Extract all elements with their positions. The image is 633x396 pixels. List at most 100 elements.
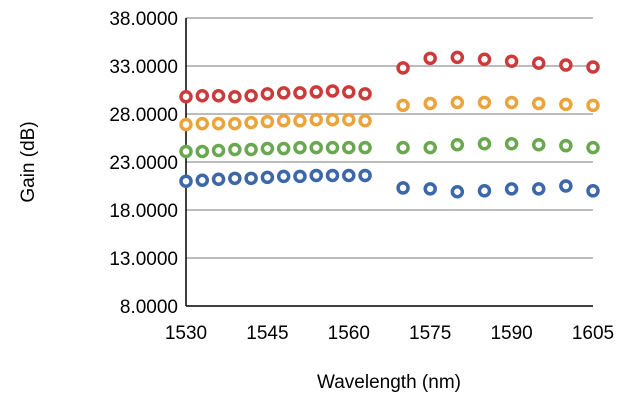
y-tick-label: 13.0000	[109, 249, 178, 270]
data-point	[293, 113, 307, 128]
data-point	[244, 171, 258, 186]
data-point	[211, 172, 226, 187]
data-point	[559, 138, 573, 153]
data-point	[260, 141, 275, 156]
data-point	[504, 182, 519, 196]
data-point	[342, 113, 356, 127]
data-point	[228, 171, 242, 186]
series-4-points	[179, 168, 600, 199]
data-point	[450, 185, 465, 199]
data-point	[531, 56, 546, 70]
data-point	[309, 140, 323, 155]
data-point	[504, 95, 519, 110]
series-3-points	[179, 137, 600, 159]
data-point	[309, 113, 323, 127]
data-point	[325, 140, 340, 155]
x-axis-title: Wavelength (nm)	[317, 372, 461, 393]
data-point	[477, 52, 492, 67]
data-point	[477, 137, 492, 151]
data-point	[260, 170, 275, 185]
x-tick-label: 1545	[246, 323, 288, 344]
data-point	[228, 142, 242, 157]
y-tick-labels: 8.0000 13.0000 18.0000 23.0000 28.0000 33.000…	[109, 9, 178, 318]
x-tick-label: 1575	[409, 323, 451, 344]
data-point	[293, 86, 307, 100]
series-1-points	[179, 50, 600, 104]
x-tick-label: 1605	[572, 323, 614, 344]
data-point	[195, 144, 210, 159]
x-tick-labels: 1530 1545 1560 1575 1590 1605	[165, 323, 614, 344]
data-point	[276, 169, 291, 184]
data-point	[325, 168, 340, 183]
y-tick-label: 28.0000	[109, 105, 178, 126]
data-point	[531, 137, 546, 152]
y-tick-label: 38.0000	[109, 9, 178, 30]
data-point	[423, 96, 437, 111]
data-point	[276, 86, 291, 100]
data-point	[260, 87, 275, 101]
data-point	[477, 184, 492, 198]
data-point	[325, 113, 340, 127]
series-2-points	[179, 95, 600, 132]
data-point	[450, 137, 465, 152]
data-point	[276, 141, 291, 156]
y-tick-label: 23.0000	[109, 153, 178, 174]
data-point	[358, 140, 372, 155]
data-point	[309, 168, 323, 183]
data-point	[211, 89, 226, 103]
data-point	[179, 174, 193, 188]
y-axis-title: Gain (dB)	[18, 121, 39, 202]
data-point	[531, 96, 546, 111]
data-point	[396, 98, 410, 113]
data-point	[450, 50, 465, 65]
data-point	[477, 95, 492, 110]
data-point	[559, 58, 573, 72]
data-point	[179, 89, 193, 104]
data-point	[342, 140, 356, 155]
data-point	[309, 85, 323, 99]
data-point	[211, 116, 226, 131]
data-point	[179, 117, 193, 132]
data-point	[586, 98, 600, 113]
data-point	[396, 61, 410, 75]
data-point	[504, 54, 519, 68]
data-point	[423, 140, 437, 155]
y-tick-label: 18.0000	[109, 201, 178, 222]
data-point	[396, 140, 410, 155]
data-point	[358, 113, 372, 128]
data-point	[195, 89, 210, 103]
data-point	[586, 184, 600, 198]
axes	[185, 18, 593, 307]
data-point	[342, 85, 356, 99]
data-point	[195, 173, 210, 187]
data-point	[358, 87, 372, 101]
data-point	[211, 143, 226, 158]
data-point	[586, 60, 600, 74]
data-point	[276, 113, 291, 128]
data-point	[179, 144, 193, 159]
data-point	[531, 182, 546, 196]
data-point	[195, 116, 210, 131]
data-point	[228, 116, 242, 131]
data-point	[293, 140, 307, 155]
data-point	[586, 140, 600, 155]
y-tick-label: 33.0000	[109, 57, 178, 78]
data-point	[244, 142, 258, 157]
x-tick-label: 1590	[490, 323, 532, 344]
data-point	[423, 51, 437, 66]
data-point	[559, 179, 573, 193]
data-point	[260, 114, 275, 129]
data-point	[244, 115, 258, 130]
data-point	[396, 181, 410, 195]
data-point	[423, 182, 437, 196]
x-tick-label: 1530	[165, 323, 207, 344]
data-points	[179, 50, 600, 199]
gridlines	[186, 17, 593, 259]
data-point	[244, 89, 258, 103]
y-tick-label: 8.0000	[120, 297, 178, 318]
data-point	[358, 168, 372, 183]
data-point	[228, 89, 242, 104]
x-tick-label: 1560	[328, 323, 370, 344]
data-point	[325, 84, 340, 98]
